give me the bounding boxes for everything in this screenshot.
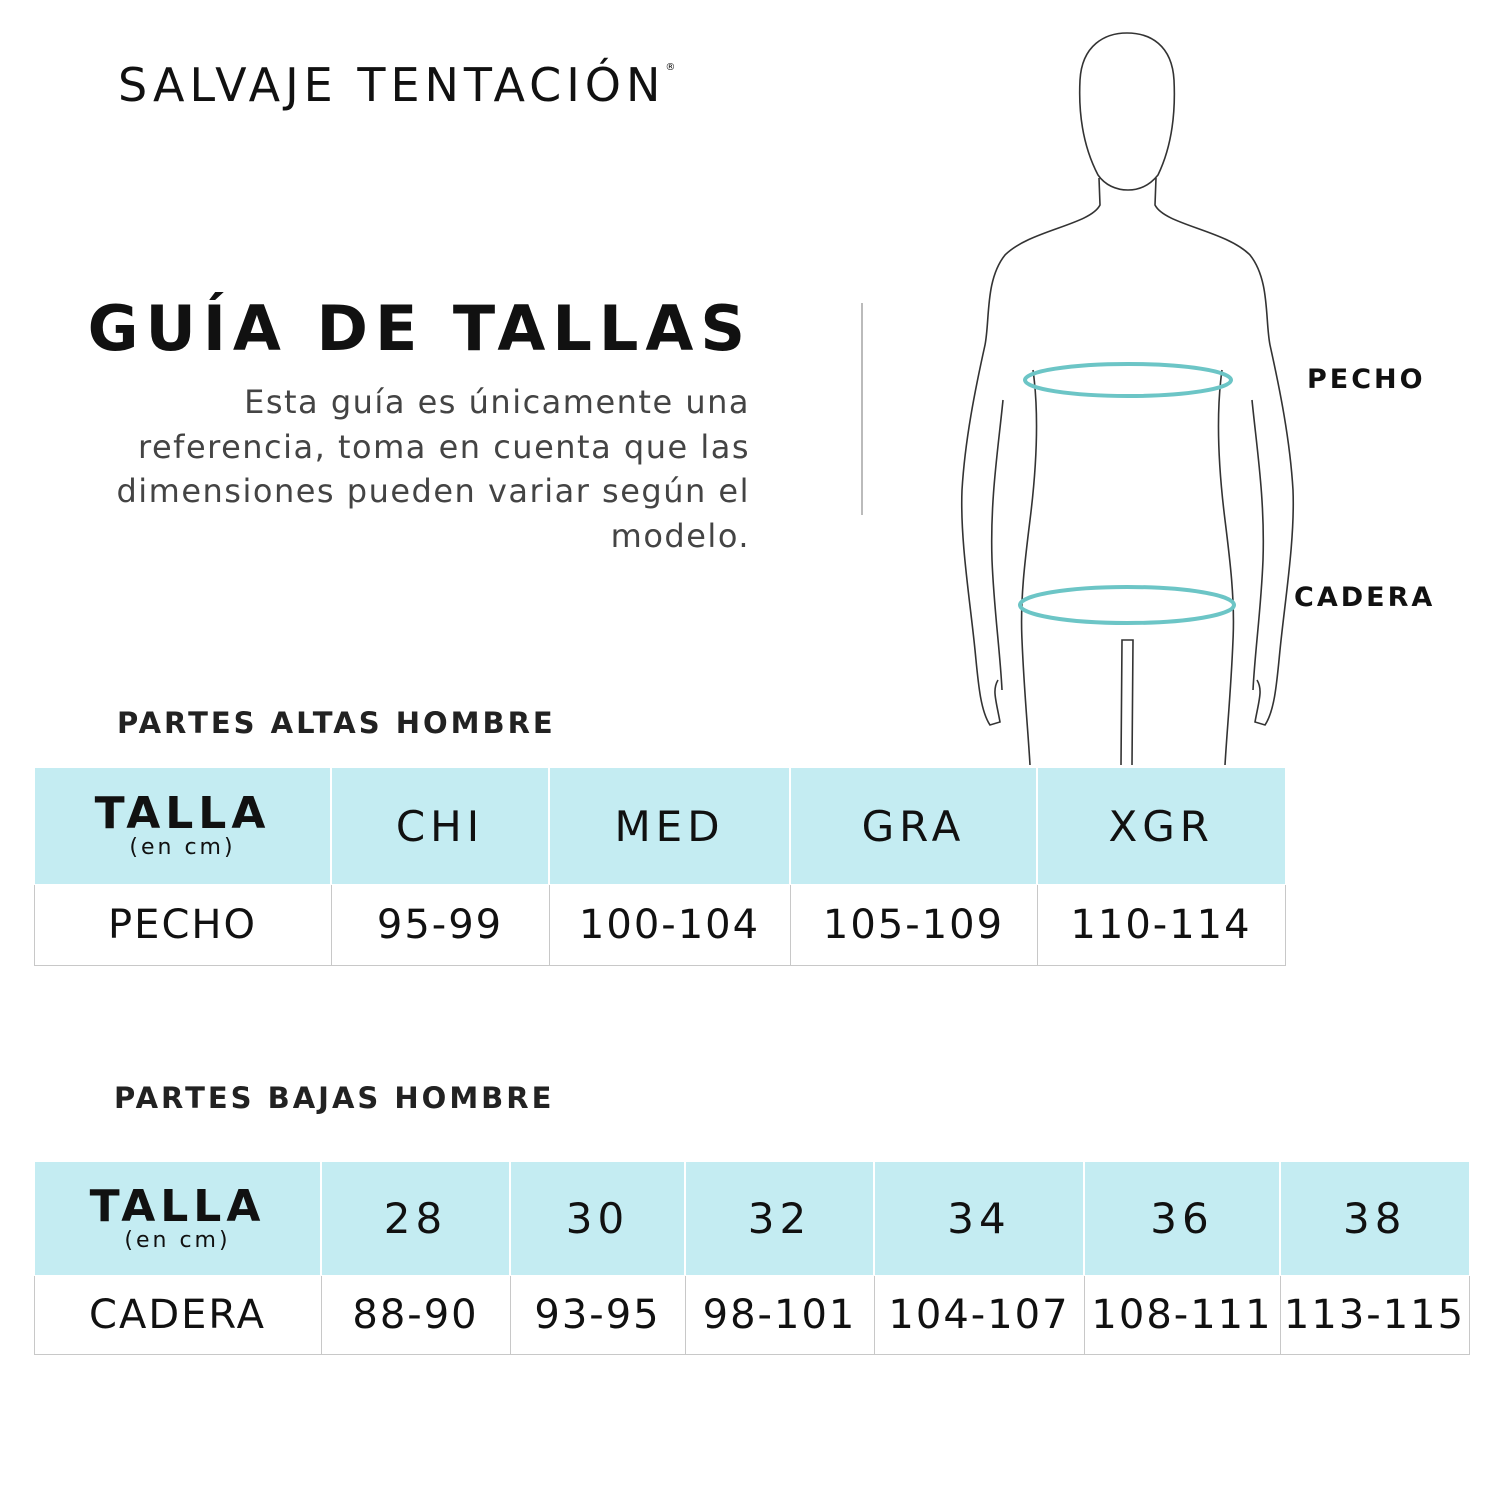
value-cell: 110-114 — [1036, 884, 1286, 966]
size-header: 32 — [684, 1161, 875, 1276]
chest-ring — [1023, 362, 1233, 398]
table-header-row: TALLA (en cm) 28 30 32 34 36 38 — [33, 1161, 1470, 1276]
table-row: PECHO 95-99 100-104 105-109 110-114 — [33, 884, 1286, 966]
size-label-cell: TALLA (en cm) — [33, 767, 332, 885]
brand-name: SALVAJE TENTACIÓN — [118, 58, 666, 112]
page-title: GUÍA DE TALLAS — [87, 292, 752, 365]
value-cell: 88-90 — [320, 1275, 511, 1355]
table-row: CADERA 88-90 93-95 98-101 104-107 108-11… — [33, 1275, 1470, 1355]
value-cell: 113-115 — [1279, 1275, 1470, 1355]
size-header: MED — [548, 767, 791, 885]
hip-label: CADERA — [1294, 582, 1436, 613]
size-header: CHI — [330, 767, 550, 885]
table-header-row: TALLA (en cm) CHI MED GRA XGR — [33, 767, 1286, 885]
value-cell: 93-95 — [509, 1275, 686, 1355]
size-header: XGR — [1036, 767, 1286, 885]
description: Esta guía es únicamente una referencia, … — [116, 383, 750, 555]
size-label-cell: TALLA (en cm) — [33, 1161, 322, 1276]
registered-mark: ® — [665, 62, 676, 73]
size-label: TALLA — [94, 788, 271, 839]
size-header: GRA — [789, 767, 1038, 885]
value-cell: 104-107 — [873, 1275, 1085, 1355]
size-header: 28 — [320, 1161, 511, 1276]
tops-size-table: TALLA (en cm) CHI MED GRA XGR PECHO 95-99… — [33, 767, 1286, 966]
value-cell: 95-99 — [330, 884, 550, 966]
body-figure-illustration — [960, 32, 1295, 766]
value-cell: 108-111 — [1083, 1275, 1281, 1355]
value-cell: 100-104 — [548, 884, 791, 966]
size-header: 34 — [873, 1161, 1085, 1276]
chest-label: PECHO — [1307, 364, 1426, 395]
bottoms-section-title: PARTES BAJAS HOMBRE — [114, 1081, 555, 1115]
size-header: 36 — [1083, 1161, 1281, 1276]
size-label: TALLA — [89, 1180, 266, 1232]
unit-label: (en cm) — [124, 1227, 231, 1253]
size-header: 30 — [509, 1161, 686, 1276]
tops-section-title: PARTES ALTAS HOMBRE — [117, 706, 556, 740]
bottoms-size-table: TALLA (en cm) 28 30 32 34 36 38 CADERA 88… — [33, 1161, 1470, 1355]
size-header: 38 — [1279, 1161, 1470, 1276]
row-label: PECHO — [33, 884, 332, 966]
divider — [861, 303, 863, 515]
unit-label: (en cm) — [129, 835, 236, 860]
row-label: CADERA — [33, 1275, 322, 1355]
hip-ring — [1018, 585, 1236, 625]
value-cell: 98-101 — [684, 1275, 875, 1355]
brand-logo: SALVAJE TENTACIÓN® — [118, 58, 675, 112]
measure-rings — [1018, 362, 1236, 625]
value-cell: 105-109 — [789, 884, 1038, 966]
